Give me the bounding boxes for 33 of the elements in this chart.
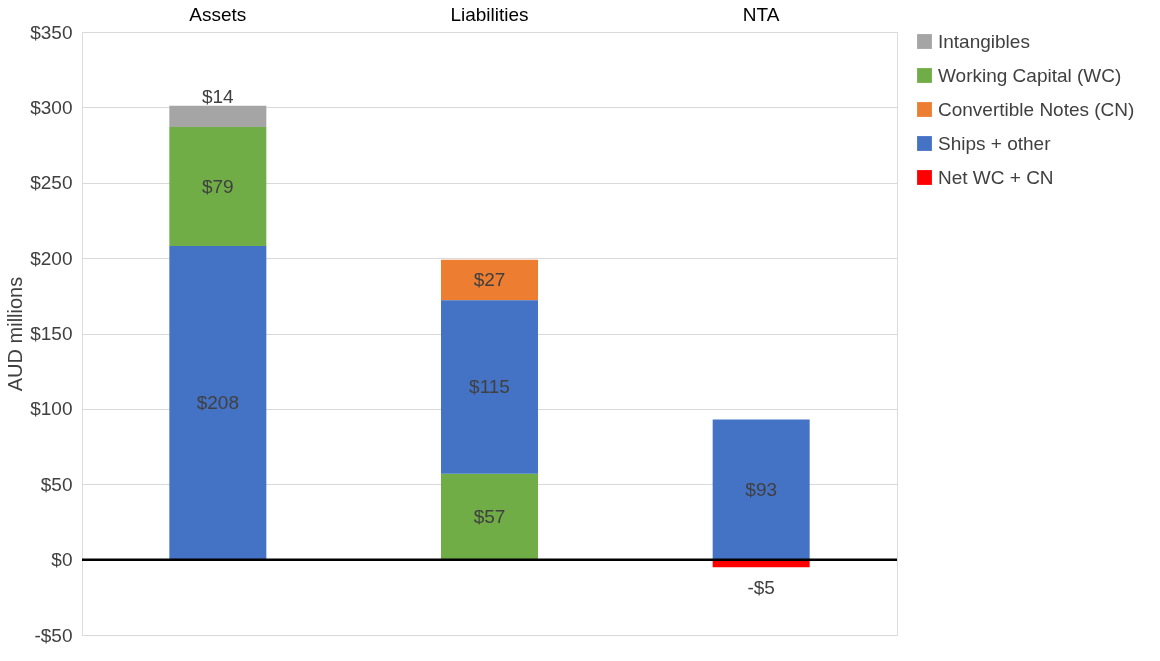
- data-label: $14: [201, 85, 235, 107]
- y-tick-label: $300: [30, 96, 73, 118]
- y-tick-label: $0: [51, 549, 73, 571]
- data-label: $57: [473, 505, 506, 527]
- data-label: -$5: [747, 577, 775, 599]
- y-tick-label: $350: [30, 21, 73, 43]
- legend-label: Net WC + CN: [938, 166, 1054, 188]
- x-tick-label: Liabilities: [450, 3, 529, 25]
- y-tick-label: $250: [30, 172, 73, 194]
- x-tick-label: NTA: [742, 3, 780, 25]
- bar: [441, 259, 538, 301]
- bar: [441, 473, 538, 560]
- x-tick-label: Assets: [189, 3, 247, 25]
- legend-label: Intangibles: [938, 30, 1030, 52]
- bar: [169, 126, 267, 247]
- y-tick-label: $50: [40, 473, 73, 495]
- y-tick-label: $150: [30, 323, 73, 344]
- legend-label: Working Capital (WC): [938, 64, 1122, 86]
- bar: [712, 419, 810, 560]
- legend-label: Ships + other: [938, 132, 1052, 154]
- data-label: $93: [745, 478, 778, 500]
- legend-label: Convertible Notes (CN): [938, 98, 1135, 120]
- bar: [169, 246, 267, 560]
- data-label: $27: [473, 268, 506, 290]
- bar: [169, 105, 267, 127]
- y-axis-title: AUD millions: [4, 276, 27, 392]
- data-label: $208: [196, 391, 239, 413]
- data-label: $79: [201, 175, 234, 197]
- data-label: $115: [469, 376, 510, 398]
- y-tick-label: $100: [30, 398, 73, 420]
- y-tick-label: -$50: [34, 624, 73, 646]
- y-tick-label: $200: [30, 247, 73, 269]
- bar: [441, 300, 538, 474]
